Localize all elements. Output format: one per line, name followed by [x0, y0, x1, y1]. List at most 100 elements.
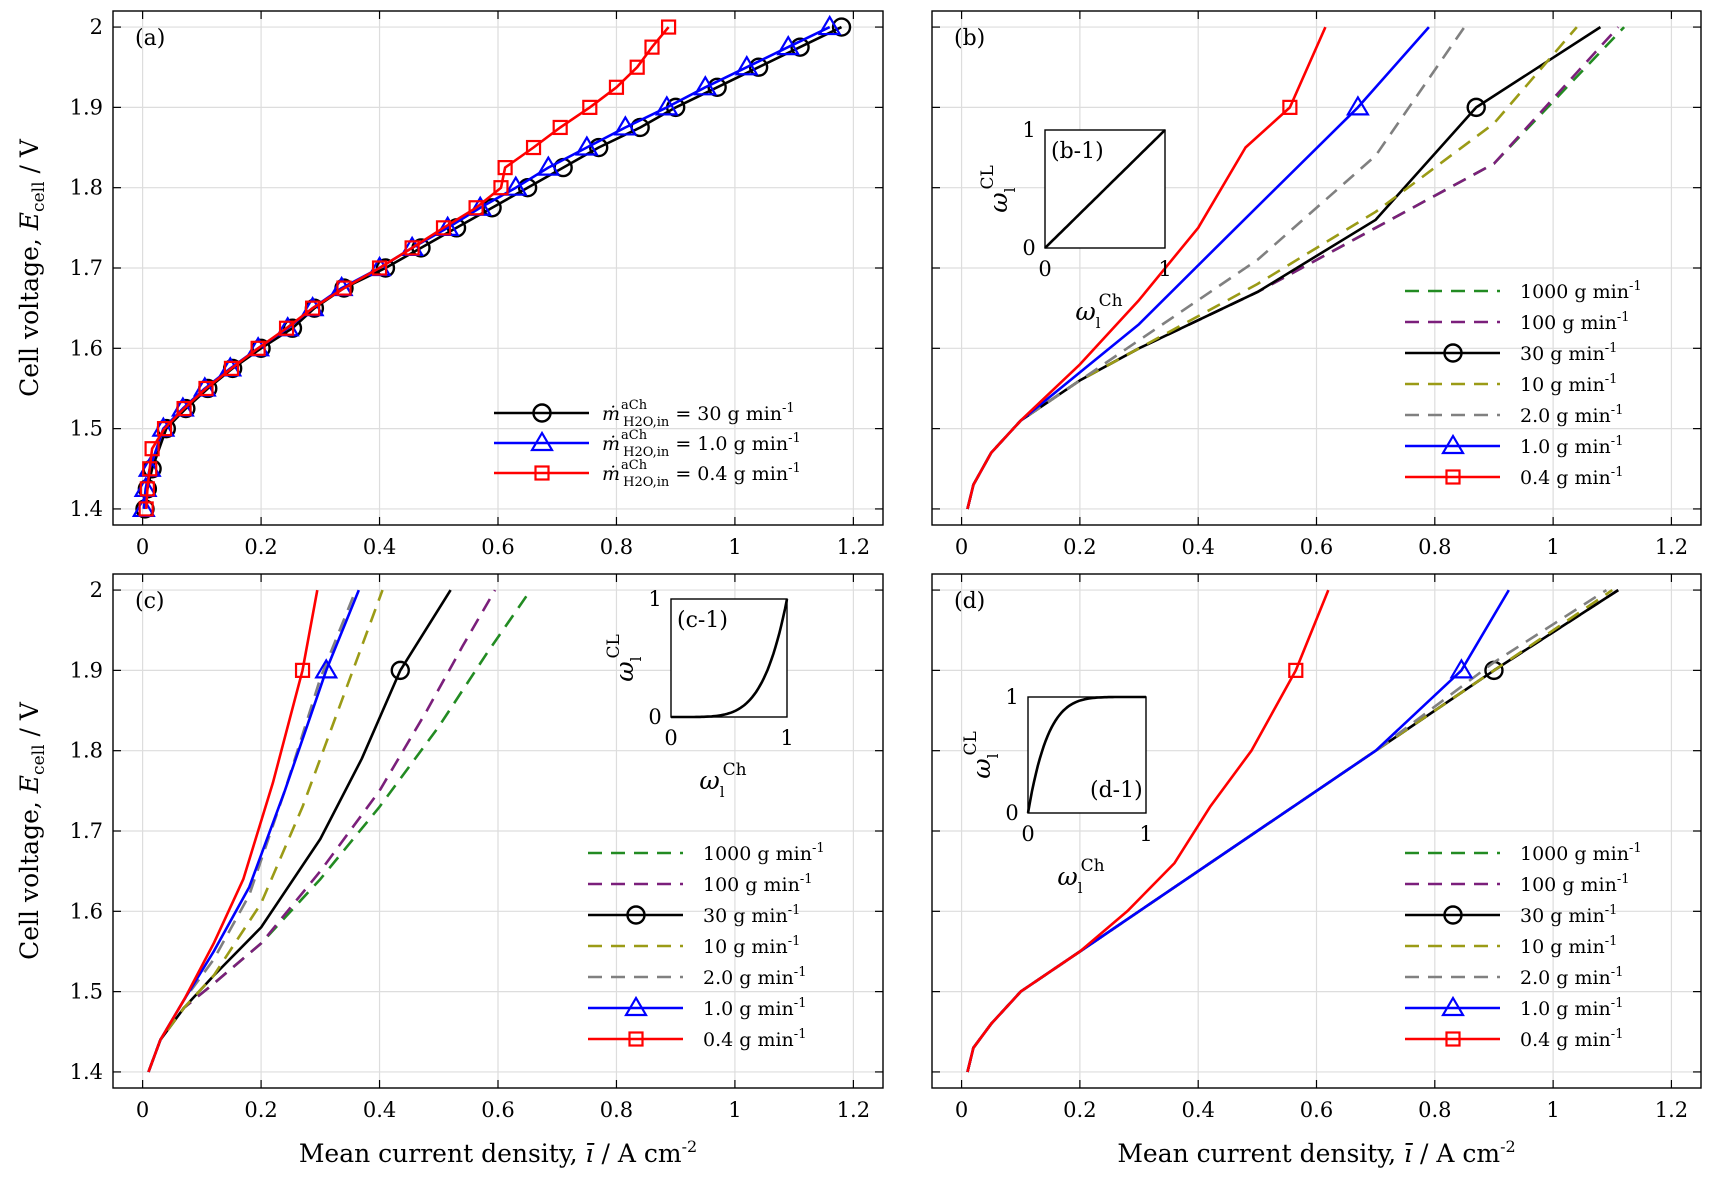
- inset-x-tick-label: 0: [664, 726, 677, 750]
- data-marker: [305, 300, 321, 316]
- inset-y-label: ωlCL: [978, 165, 1019, 213]
- x-tick-label: 0: [136, 1098, 149, 1122]
- series-line: [147, 589, 384, 1073]
- inset-box: [670, 598, 788, 718]
- x-tick-label: 0.8: [1418, 1098, 1451, 1122]
- data-marker: [629, 59, 645, 75]
- inset-y-tick-label: 0: [648, 705, 661, 729]
- data-marker: [536, 155, 561, 176]
- x-tick-label: 0.6: [1300, 535, 1333, 559]
- panel-a: 0 0.2 0.4 0.6 0.8 1 1.2 1.4 1.5 1.6 1.7 1.8 1.9 2 (a) C…: [15, 10, 884, 559]
- data-marker: [588, 137, 609, 158]
- legend-marker: [534, 465, 550, 481]
- inset-curve: [671, 598, 789, 719]
- series-line: [966, 26, 1466, 510]
- data-marker: [1282, 99, 1298, 115]
- x-tick-label: 0.4: [363, 1098, 396, 1122]
- data-marker: [693, 75, 718, 96]
- legend-label: 100 g min-1: [703, 872, 813, 896]
- y-tick-label: 1.6: [70, 336, 103, 360]
- legend-label: 0.4 g min-1: [703, 1027, 806, 1051]
- series-2.0-g-min-1: [147, 589, 358, 1073]
- series-line: [147, 589, 319, 1073]
- legend-label: 1.0 g min-1: [703, 996, 806, 1020]
- legend-marker: [1441, 433, 1465, 455]
- data-marker: [1466, 97, 1486, 118]
- inset-x-tick-label: 1: [1139, 822, 1152, 846]
- series-line: [966, 589, 1608, 1073]
- legend-label: 2.0 g min-1: [1520, 965, 1623, 989]
- x-tick-label: 0.8: [600, 535, 633, 559]
- data-marker: [314, 658, 339, 679]
- y-tick-label: 2: [90, 578, 103, 602]
- data-marker: [831, 17, 852, 37]
- legend-marker: [1445, 469, 1461, 485]
- data-marker: [336, 280, 352, 296]
- data-marker: [654, 95, 679, 116]
- legend-label: 2.0 g min-1: [703, 965, 806, 989]
- legend-marker: [532, 403, 552, 423]
- data-marker: [404, 240, 420, 256]
- x-tick-label: 0.6: [481, 1098, 514, 1122]
- legend-label: ṁaCh H2O,in = 30 g min-1: [602, 398, 795, 430]
- legend-label: ṁaCh H2O,in = 0.4 g min-1: [602, 458, 801, 490]
- legend-marker: [1443, 343, 1463, 363]
- data-marker: [660, 19, 677, 35]
- inset: (c-1) 0 1 0 1 ωlCh ωlCL: [604, 587, 794, 801]
- series-2.0-g-min-1: [966, 589, 1608, 1073]
- data-marker: [748, 57, 769, 77]
- data-marker: [435, 220, 452, 236]
- inset-y-tick-label: 1: [1005, 685, 1018, 709]
- legend-label: 100 g min-1: [1520, 310, 1630, 334]
- data-marker: [390, 660, 410, 681]
- data-marker: [278, 320, 295, 336]
- x-tick-label: 0.4: [363, 535, 396, 559]
- data-marker: [1345, 95, 1370, 116]
- legend-label: 10 g min-1: [1520, 934, 1617, 958]
- data-marker: [282, 318, 303, 338]
- data-marker: [608, 79, 625, 95]
- series-2.0-g-min-1: [966, 26, 1466, 510]
- inset: (d-1) 0 1 0 1 ωlCh ωlCL: [961, 685, 1153, 897]
- y-tick-label: 1.4: [70, 1060, 103, 1084]
- x-tick-label: 0.2: [244, 535, 277, 559]
- x-tick-label: 0: [136, 535, 149, 559]
- legend-label: 0.4 g min-1: [1520, 1027, 1623, 1051]
- x-tick-label: 1.2: [837, 535, 870, 559]
- legend-label: 10 g min-1: [1520, 372, 1617, 396]
- data-marker: [250, 340, 266, 356]
- series-line: [966, 589, 1330, 1073]
- data-marker: [144, 441, 160, 457]
- x-tick-label: 0.2: [1063, 1098, 1096, 1122]
- inset-x-tick-label: 0: [1021, 822, 1034, 846]
- y-tick-label: 1.7: [70, 256, 103, 280]
- x-tick-label: 0.2: [244, 1098, 277, 1122]
- inset-label: (b-1): [1051, 139, 1104, 164]
- legend-label: 1.0 g min-1: [1520, 434, 1623, 458]
- x-axis-label: Mean current density, ī / A cm-2: [299, 1137, 697, 1168]
- y-axis-label: Cell voltage, Ecell / V: [15, 138, 49, 397]
- series-10-g-min-1: [966, 26, 1578, 510]
- data-marker: [707, 77, 727, 97]
- x-tick-label: 1: [728, 1098, 741, 1122]
- legend-label: ṁaCh H2O,in = 1.0 g min-1: [602, 428, 801, 460]
- inset-x-label: ωlCh: [699, 760, 746, 801]
- legend-label: 1000 g min-1: [703, 841, 825, 865]
- legend-label: 0.4 g min-1: [1520, 465, 1623, 489]
- y-tick-label: 1.6: [70, 899, 103, 923]
- y-tick-label: 1.5: [70, 980, 103, 1004]
- inset: (b-1) 0 1 0 1 ωlCh ωlCL: [978, 118, 1172, 332]
- inset-x-tick-label: 0: [1038, 257, 1051, 281]
- panel-label: (d): [954, 589, 985, 614]
- data-marker: [1449, 658, 1474, 679]
- inset-y-tick-label: 1: [648, 587, 661, 611]
- legend: 1000 g min-1 100 g min-1 30 g min-1 10 g mi…: [588, 841, 825, 1051]
- x-tick-label: 0.6: [1300, 1098, 1333, 1122]
- inset-y-tick-label: 0: [1005, 801, 1018, 825]
- y-tick-label: 2: [90, 15, 103, 39]
- data-marker: [139, 481, 155, 497]
- panel-c: 0 0.2 0.4 0.6 0.8 1 1.2 1.4 1.5 1.6 1.7 1.8 1.9 2 (c) C…: [15, 573, 884, 1168]
- legend-label: 30 g min-1: [1520, 903, 1617, 927]
- inset-x-tick-label: 1: [780, 726, 793, 750]
